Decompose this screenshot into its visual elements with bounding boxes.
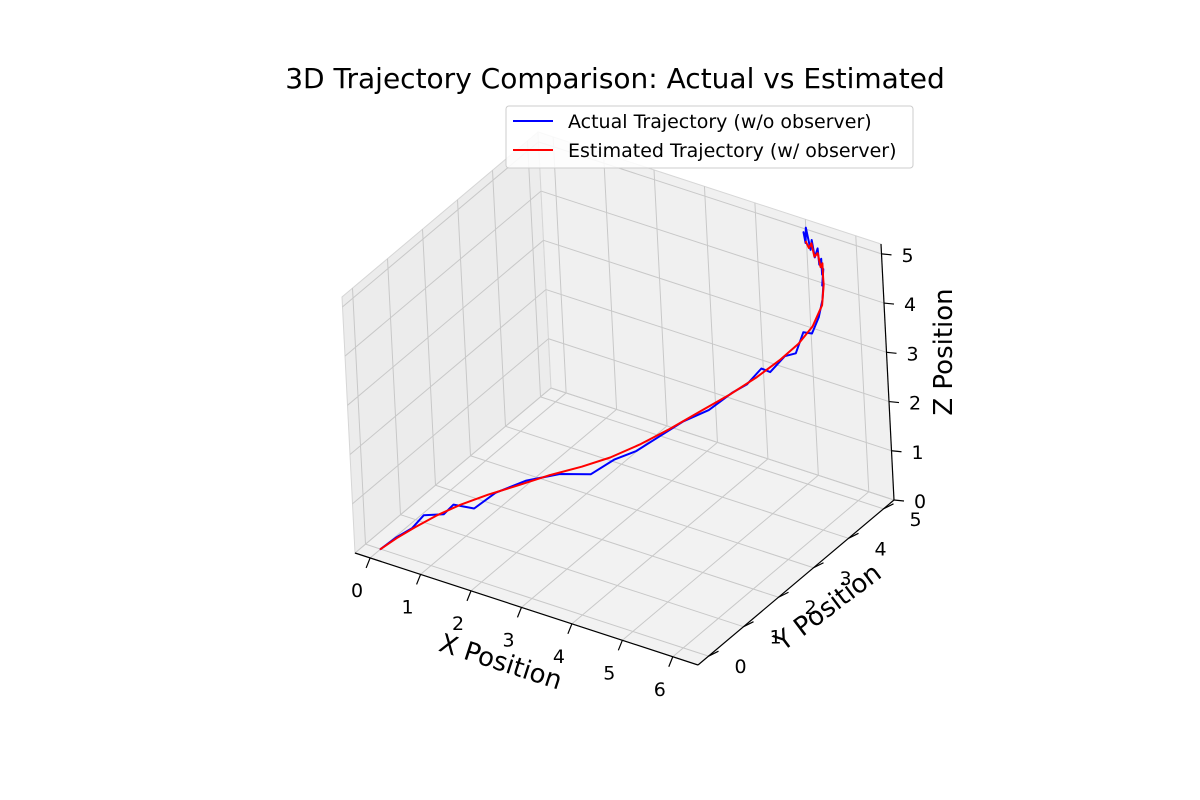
x-tick-mark-4 xyxy=(567,623,573,635)
z-tick-mark-3 xyxy=(886,351,897,354)
grid-back-z-2 xyxy=(545,289,890,403)
y-axis-line xyxy=(697,499,895,666)
grid-back-x-0 xyxy=(552,136,567,393)
z-tick-mark-4 xyxy=(883,302,895,305)
grid-back-z-4 xyxy=(540,190,885,304)
x-tick-label-1: 1 xyxy=(402,596,414,618)
grid-left-z-2 xyxy=(349,289,547,455)
grid-floor-y-5 xyxy=(540,396,884,510)
z-tick-label-0: 0 xyxy=(914,491,926,513)
z-tick-label-5: 5 xyxy=(902,245,914,267)
z-tick-mark-5 xyxy=(881,253,892,256)
x-tick-mark-0 xyxy=(365,557,371,569)
z-axis-label: Z Position xyxy=(929,288,959,415)
series-line-estimated xyxy=(379,240,825,551)
grid-left-z-1 xyxy=(352,338,549,505)
grid-back-z-0 xyxy=(550,387,895,501)
z-tick-mark-2 xyxy=(888,400,900,404)
legend-box xyxy=(505,105,914,169)
x-axis-label: X Position xyxy=(435,628,565,696)
grid-back-z-3 xyxy=(543,239,887,353)
axis-lines xyxy=(354,243,895,666)
grid-left-z-0 xyxy=(354,387,552,554)
grid-floor-y-3 xyxy=(470,455,814,569)
y-tick-mark-0 xyxy=(708,650,719,657)
grid-left-y-3 xyxy=(457,199,471,456)
z-tick-mark-1 xyxy=(891,450,902,453)
grid-left-z-5 xyxy=(342,141,539,308)
x-tick-label-6: 6 xyxy=(654,679,666,701)
y-tick-mark-2 xyxy=(778,591,789,598)
z-axis-line xyxy=(880,243,895,501)
x-axis-line xyxy=(354,552,699,666)
grid-back-x-5 xyxy=(804,219,819,476)
series-lines xyxy=(379,226,825,551)
grid-back-z-1 xyxy=(548,338,892,452)
grid-back-x-3 xyxy=(703,186,718,443)
x-tick-label-5: 5 xyxy=(603,662,615,684)
x-tick-mark-2 xyxy=(466,590,472,602)
x-tick-label-0: 0 xyxy=(351,580,363,602)
grid-floor-x-1 xyxy=(420,409,617,575)
y-tick-mark-1 xyxy=(743,621,754,628)
grid-left-y-2 xyxy=(422,229,436,486)
grid-floor-y-0 xyxy=(365,543,709,657)
grid-floor-y-4 xyxy=(505,425,849,539)
y-tick-mark-4 xyxy=(848,532,859,539)
x-tick-mark-6 xyxy=(668,656,674,667)
grid-floor-x-6 xyxy=(672,491,870,658)
legend-label-actual: Actual Trajectory (w/o observer) xyxy=(568,111,872,133)
y-tick-label-5: 5 xyxy=(909,509,921,531)
grid-floor-x-2 xyxy=(470,425,668,592)
y-tick-mark-5 xyxy=(883,503,894,510)
z-tick-label-4: 4 xyxy=(904,294,916,316)
grid-left-y-5 xyxy=(527,140,541,397)
y-tick-mark-3 xyxy=(813,562,824,569)
chart-title: 3D Trajectory Comparison: Actual vs Esti… xyxy=(285,62,945,95)
grid-floor-x-4 xyxy=(571,458,769,625)
y-tick-label-1: 1 xyxy=(769,627,781,649)
y-tick-label-0: 0 xyxy=(734,656,746,678)
legend-label-estimated: Estimated Trajectory (w/ observer) xyxy=(568,140,897,162)
z-tick-label-2: 2 xyxy=(909,393,921,415)
z-tick-label-3: 3 xyxy=(907,343,919,365)
grid-back-x-4 xyxy=(754,202,769,459)
grid-left-y-1 xyxy=(387,258,401,515)
z-tick-label-1: 1 xyxy=(912,442,924,464)
grid-floor-x-5 xyxy=(622,474,819,641)
grid-left-z-3 xyxy=(347,239,544,406)
x-tick-label-2: 2 xyxy=(452,613,464,635)
y-tick-label-3: 3 xyxy=(839,568,851,590)
x-tick-mark-3 xyxy=(516,607,523,618)
grid-back-x-2 xyxy=(653,169,668,426)
x-tick-label-3: 3 xyxy=(502,629,514,651)
y-tick-label-4: 4 xyxy=(874,538,886,560)
grid-floor-y-2 xyxy=(435,484,779,598)
grid-left-y-4 xyxy=(492,170,506,427)
grid-left-z-4 xyxy=(344,190,542,357)
grid-floor-x-0 xyxy=(369,392,567,559)
grid-lines xyxy=(342,136,895,658)
legend: Actual Trajectory (w/o observer) Estimat… xyxy=(505,105,914,169)
x-tick-mark-1 xyxy=(416,574,422,585)
grid-back-x-1 xyxy=(603,153,618,410)
grid-floor-x-3 xyxy=(521,441,718,608)
y-tick-label-2: 2 xyxy=(804,597,816,619)
z-tick-mark-0 xyxy=(893,499,905,502)
grid-back-x-6 xyxy=(855,235,870,492)
grid-left-y-0 xyxy=(352,288,366,545)
x-tick-label-4: 4 xyxy=(553,646,565,668)
x-tick-mark-5 xyxy=(617,640,623,651)
grid-floor-y-1 xyxy=(400,514,744,628)
